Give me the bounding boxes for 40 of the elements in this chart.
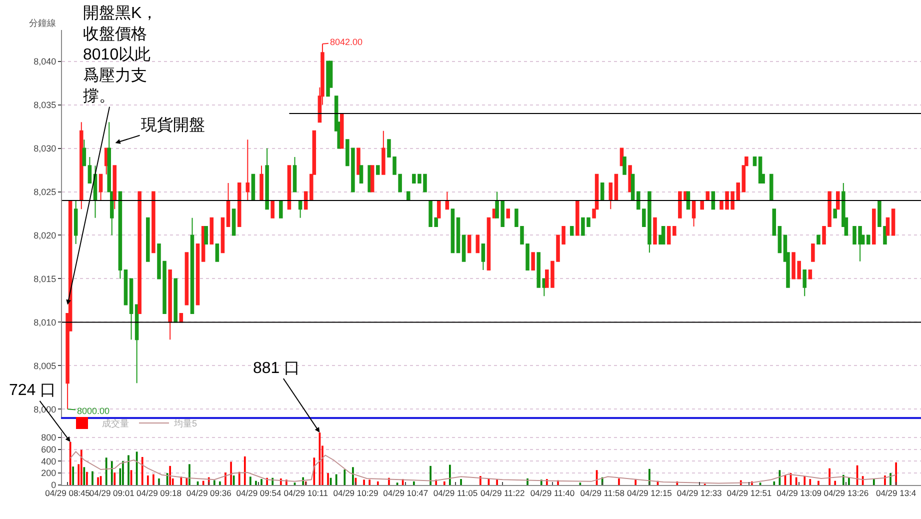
y-tick-label: 8,040 xyxy=(34,56,56,66)
x-tick-label: 04/29 13:09 xyxy=(776,488,822,498)
annotation: 開盤黑K，收盤價格8010以此爲壓力支撐。 xyxy=(83,4,158,106)
y-tick-label: 800 xyxy=(41,432,56,443)
x-tick-label: 04/29 12:15 xyxy=(626,488,672,498)
y-axis-title: 分鐘線 xyxy=(29,18,56,28)
y-tick-label: 600 xyxy=(41,444,56,454)
x-tick-label: 04/29 11:22 xyxy=(480,488,525,498)
annotation: 881 口 xyxy=(253,360,300,377)
y-tick-label: 8,005 xyxy=(34,360,56,371)
x-tick-label: 04/29 10:47 xyxy=(383,488,428,498)
x-tick-label: 04/29 11:40 xyxy=(530,488,575,498)
annotation: 8000.00 xyxy=(77,406,110,416)
x-tick-label: 04/29 13:26 xyxy=(824,488,869,498)
x-tick-label: 04/29 08:45 xyxy=(45,488,90,498)
annotation: 8042.00 xyxy=(330,37,363,47)
x-tick-label: 04/29 09:36 xyxy=(186,488,232,498)
y-tick-label: 0 xyxy=(51,480,56,490)
annotation: 724 口 xyxy=(9,382,56,399)
legend-label: 均量5 xyxy=(173,418,198,428)
y-tick-label: 8,035 xyxy=(34,100,56,110)
x-tick-label: 04/29 09:54 xyxy=(236,488,282,498)
y-tick-label: 8,010 xyxy=(34,317,56,328)
x-tick-label: 04/29 13:4 xyxy=(876,488,916,498)
x-tick-label: 04/29 11:58 xyxy=(580,488,625,498)
y-tick-label: 8,015 xyxy=(34,274,56,284)
x-tick-label: 04/29 10:11 xyxy=(284,488,328,498)
annotation: 現貨開盤 xyxy=(141,116,205,134)
x-tick-label: 04/29 12:33 xyxy=(676,488,722,498)
y-tick-label: 8,020 xyxy=(34,230,56,240)
y-tick-label: 200 xyxy=(41,468,56,478)
x-tick-label: 04/29 09:01 xyxy=(89,488,135,498)
legend-label: 成交量 xyxy=(102,418,129,428)
x-tick-label: 04/29 10:29 xyxy=(333,488,378,498)
y-tick-label: 400 xyxy=(41,456,56,466)
x-tick-label: 04/29 12:51 xyxy=(726,488,772,498)
y-tick-label: 8,025 xyxy=(34,186,56,197)
y-tick-label: 8,030 xyxy=(34,143,56,154)
x-tick-label: 04/29 11:05 xyxy=(433,488,478,498)
x-tick-label: 04/29 09:18 xyxy=(136,488,182,498)
